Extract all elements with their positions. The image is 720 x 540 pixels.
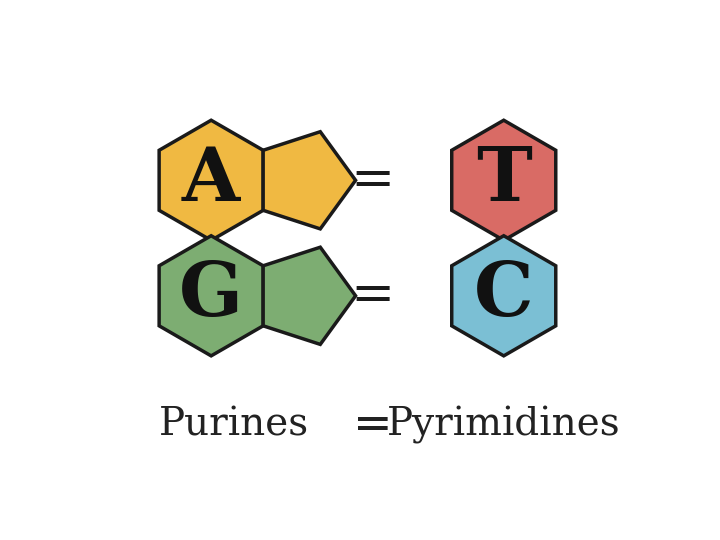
Text: =: = [351, 271, 395, 321]
Text: C: C [474, 259, 534, 332]
Text: =: = [351, 155, 395, 206]
Polygon shape [264, 132, 356, 229]
Text: Purines: Purines [159, 407, 310, 444]
Polygon shape [159, 236, 264, 356]
Text: G: G [179, 259, 243, 332]
Text: =: = [353, 402, 392, 448]
Text: A: A [182, 144, 240, 217]
Text: Pyrimidines: Pyrimidines [387, 406, 621, 444]
Polygon shape [159, 120, 264, 240]
Polygon shape [451, 236, 556, 356]
Polygon shape [264, 247, 356, 345]
Polygon shape [451, 120, 556, 240]
Text: T: T [476, 144, 531, 217]
